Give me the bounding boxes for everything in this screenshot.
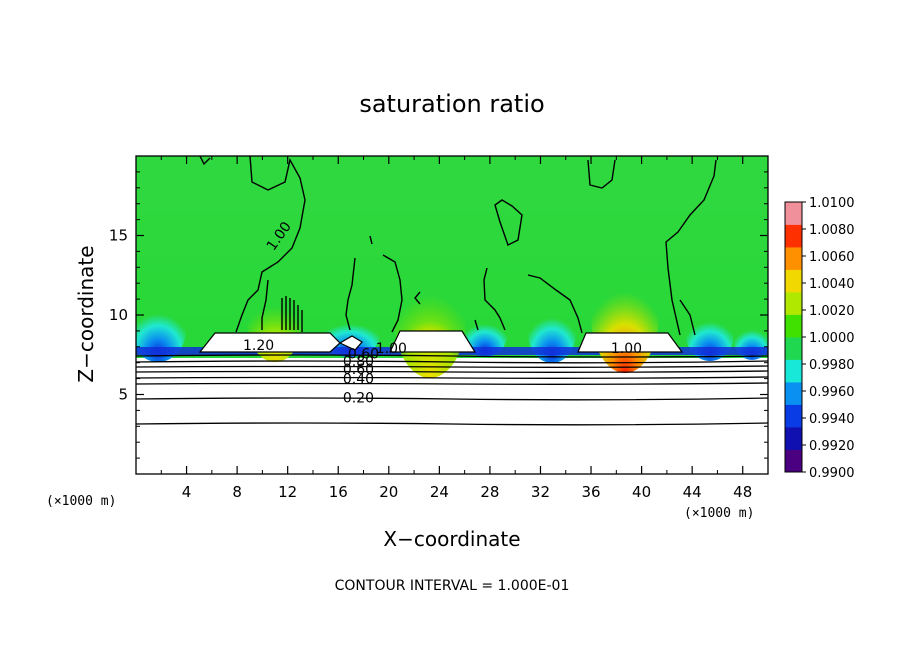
x-tick-label: 8 (232, 483, 242, 501)
contour-interval-footer: CONTOUR INTERVAL = 1.000E-01 (335, 578, 570, 594)
colorbar-tick-label: 0.9980 (809, 358, 855, 373)
x-axis-ticks: 4 8 12 16 20 24 28 32 36 40 44 48 (160, 156, 752, 501)
x-axis-label: X−coordinate (383, 527, 520, 551)
x-tick-label: 44 (683, 483, 702, 501)
colorbar-swatch (785, 314, 802, 338)
colorbar-tick-label: 1.0080 (809, 223, 855, 238)
colorbar-tick-label: 1.0100 (809, 196, 855, 211)
contour-label: 0.40 (343, 371, 374, 387)
contour-label: 1.00 (376, 341, 407, 357)
colorbar-tick-label: 1.0040 (809, 277, 855, 292)
contour-label: 0.60 (348, 347, 379, 363)
field-lower-region (136, 358, 768, 474)
x-tick-label: 20 (379, 483, 398, 501)
colorbar-tick-label: 1.0020 (809, 304, 855, 319)
contour-label: 0.80 (343, 354, 374, 370)
colorbar-swatch (785, 224, 802, 248)
cloud-blocks (198, 330, 684, 353)
colorbar-swatch (785, 337, 802, 360)
colorbar-swatch (785, 427, 802, 450)
colorbar-swatch (785, 269, 802, 293)
colorbar-swatch (785, 202, 802, 225)
x-tick-label: 36 (581, 483, 600, 501)
colorbar-swatch (785, 359, 802, 383)
x-tick-label: 16 (329, 483, 348, 501)
contour-label: 0.60 (343, 362, 374, 378)
x-axis-unit-right: (×1000 m) (684, 506, 754, 521)
colorbar-swatch (785, 247, 802, 270)
colorbar-swatch (785, 382, 802, 405)
contour-label: 1.00 (611, 341, 642, 357)
x-tick-label: 4 (182, 483, 192, 501)
contour-labels: 1.001.200.601.000.800.600.400.201.00 (243, 219, 642, 406)
y-axis-ticks: 5 10 15 (109, 171, 768, 459)
colorbar-swatch (785, 404, 802, 428)
x-tick-label: 40 (632, 483, 651, 501)
colorbar-tick-label: 1.0000 (809, 331, 855, 346)
x-axis-unit-left: (×1000 m) (46, 494, 116, 509)
chart-title: saturation ratio (359, 90, 544, 118)
colorbar-swatch (785, 449, 802, 473)
contour-lines-lower (136, 354, 768, 426)
colorbar-tick-label: 0.9920 (809, 439, 855, 454)
colorbar-tick-label: 1.0060 (809, 250, 855, 265)
colorbar-tick-label: 0.9960 (809, 385, 855, 400)
contour-label: 1.20 (243, 338, 274, 354)
x-tick-label: 28 (480, 483, 499, 501)
plot-area (136, 156, 768, 474)
colorbar: 1.0100 1.0080 1.0060 1.0040 1.0020 1.0000 0.99… (784, 196, 855, 481)
x-tick-label: 24 (430, 483, 449, 501)
colorbar-swatch (785, 292, 802, 315)
x-tick-label: 32 (531, 483, 550, 501)
colorbar-tick-label: 0.9900 (809, 466, 855, 481)
x-tick-label: 12 (278, 483, 297, 501)
y-axis-label: Z−coordinate (74, 245, 98, 382)
y-tick-label: 15 (109, 227, 128, 245)
contour-label: 0.20 (343, 390, 374, 406)
y-tick-label: 5 (118, 386, 128, 404)
y-tick-label: 10 (109, 306, 128, 324)
contour-lines-upper (199, 156, 717, 336)
colorbar-tick-label: 0.9940 (809, 412, 855, 427)
x-tick-label: 48 (733, 483, 752, 501)
